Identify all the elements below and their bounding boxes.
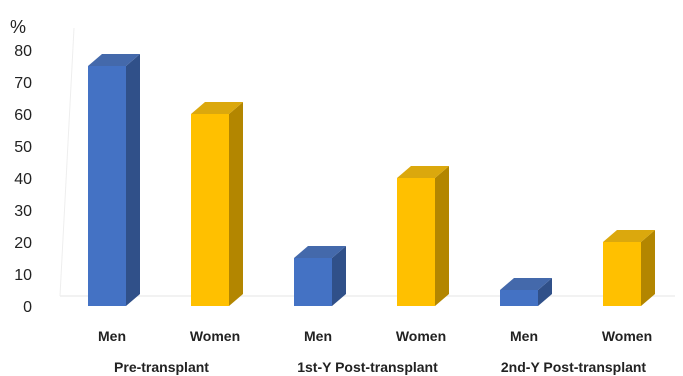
y-tick-label: 0 xyxy=(23,299,32,316)
y-tick-label: 40 xyxy=(14,171,32,188)
bar-top-face xyxy=(500,278,552,290)
perspective-lines xyxy=(59,27,675,297)
bar xyxy=(500,278,552,306)
bar-front-face xyxy=(88,66,126,306)
x-axis-category-labels: Men Women Men Women Men Women xyxy=(98,328,652,344)
y-tick-label: 20 xyxy=(14,235,32,252)
y-tick-label: 80 xyxy=(14,43,32,60)
bar-side-face xyxy=(641,230,655,306)
group-label: 2nd-Y Post-transplant xyxy=(501,359,647,375)
bar-side-face xyxy=(126,54,140,306)
bar-top-face xyxy=(603,230,655,242)
x-axis-group-labels: Pre-transplant 1st-Y Post-transplant 2nd-Y… xyxy=(114,359,646,375)
bar-side-face xyxy=(435,166,449,306)
bar-top-face xyxy=(191,102,243,114)
y-tick-label: 30 xyxy=(14,203,32,220)
bar xyxy=(294,246,346,306)
bar-side-face xyxy=(229,102,243,306)
y-tick-label: 60 xyxy=(14,107,32,124)
y-tick-label: 70 xyxy=(14,75,32,92)
y-axis-unit-label: % xyxy=(10,17,26,37)
y-tick-label: 50 xyxy=(14,139,32,156)
category-label: Men xyxy=(304,328,332,344)
bar-top-face xyxy=(88,54,140,66)
bar-front-face xyxy=(191,114,229,306)
bar-top-face xyxy=(294,246,346,258)
y-tick-label: 10 xyxy=(14,267,32,284)
category-label: Women xyxy=(396,328,446,344)
bar xyxy=(191,102,243,306)
wall-line xyxy=(59,27,75,297)
bar-side-face xyxy=(332,246,346,306)
group-label: 1st-Y Post-transplant xyxy=(297,359,438,375)
bar-front-face xyxy=(294,258,332,306)
bar-front-face xyxy=(603,242,641,306)
bars xyxy=(88,54,655,306)
bar xyxy=(88,54,140,306)
bar xyxy=(397,166,449,306)
bar-side-face xyxy=(538,278,552,306)
category-label: Men xyxy=(98,328,126,344)
y-axis-ticks: 0 10 20 30 40 50 60 70 80 xyxy=(14,43,32,316)
bar xyxy=(603,230,655,306)
category-label: Women xyxy=(602,328,652,344)
bar-front-face xyxy=(397,178,435,306)
bar-top-face xyxy=(397,166,449,178)
category-label: Men xyxy=(510,328,538,344)
group-label: Pre-transplant xyxy=(114,359,209,375)
category-label: Women xyxy=(190,328,240,344)
bar-front-face xyxy=(500,290,538,306)
